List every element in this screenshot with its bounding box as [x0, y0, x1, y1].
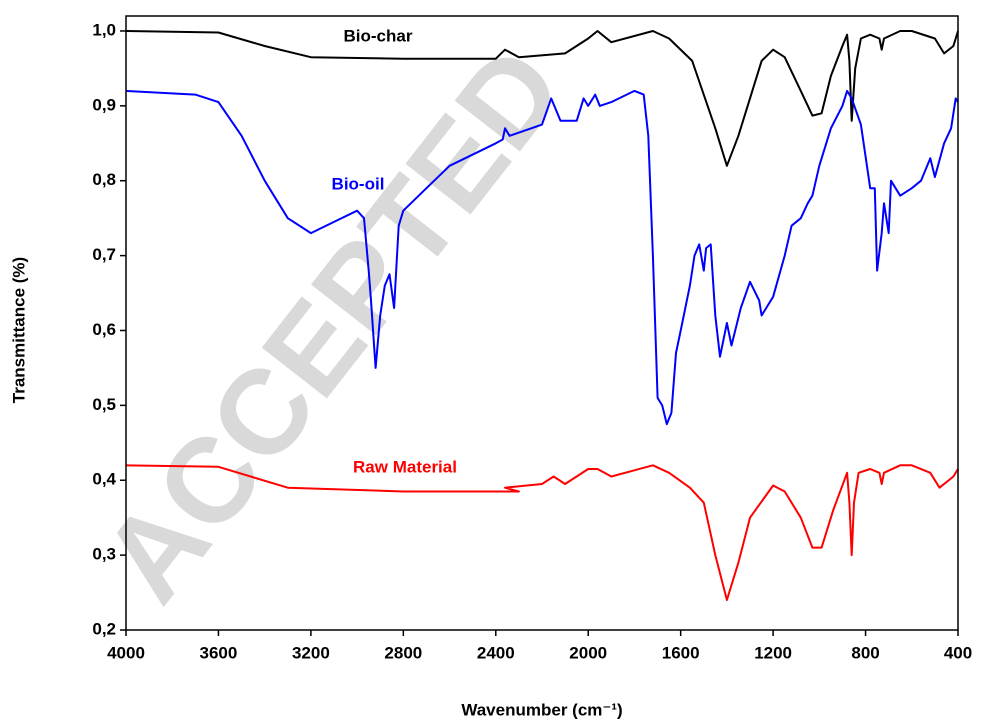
- y-tick-label: 0,6: [92, 320, 116, 339]
- x-tick-label: 1600: [662, 643, 700, 662]
- y-tick-label: 1,0: [92, 20, 116, 39]
- x-tick-label: 3600: [200, 643, 238, 662]
- plot-frame: [125, 15, 959, 631]
- y-tick-label: 0,4: [92, 470, 116, 489]
- series-line: [125, 30, 959, 167]
- y-tick-label: 0,2: [92, 619, 116, 638]
- y-tick-label: 0,9: [92, 95, 116, 114]
- y-tick-label: 0,5: [92, 395, 116, 414]
- x-tick-label: 3200: [292, 643, 330, 662]
- y-axis-label: Transmittance (%): [9, 257, 28, 403]
- series-line: [125, 464, 959, 601]
- series-label: Raw Material: [353, 457, 457, 476]
- x-tick-label: 400: [944, 643, 972, 662]
- series-label: Bio-char: [344, 26, 413, 45]
- x-tick-label: 4000: [107, 643, 145, 662]
- x-tick-label: 2800: [384, 643, 422, 662]
- series-line: [125, 89, 959, 426]
- watermark: ACCEPTED: [77, 23, 589, 626]
- x-axis-label: Wavenumber (cm⁻¹): [461, 700, 622, 719]
- y-tick-label: 0,3: [92, 545, 116, 564]
- x-tick-label: 800: [851, 643, 879, 662]
- y-tick-label: 0,7: [92, 245, 116, 264]
- series-label: Bio-oil: [332, 174, 385, 193]
- x-tick-label: 2000: [569, 643, 607, 662]
- y-tick-label: 0,8: [92, 170, 116, 189]
- x-tick-label: 1200: [754, 643, 792, 662]
- x-tick-label: 2400: [477, 643, 515, 662]
